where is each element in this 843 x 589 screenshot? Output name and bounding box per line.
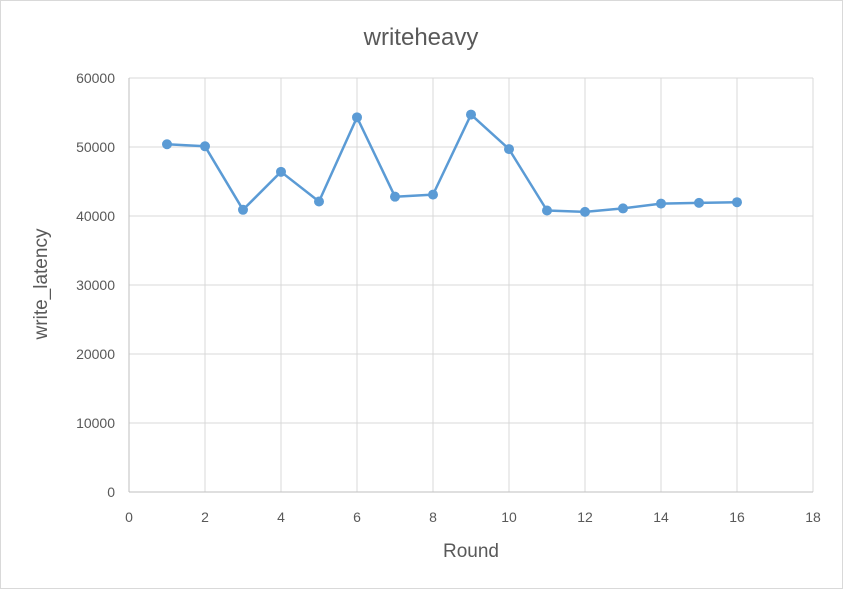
data-point [504, 144, 514, 155]
y-tick-label: 10000 [76, 415, 115, 431]
x-tick-label: 16 [729, 509, 745, 525]
y-axis-label: write_latency [31, 228, 52, 340]
x-tick-label: 14 [653, 509, 669, 525]
series-line [166, 113, 738, 214]
data-point [542, 205, 552, 216]
x-tick-label: 4 [277, 509, 285, 525]
data-point [466, 109, 476, 120]
data-point [618, 203, 628, 214]
tick-labels: 0 10000 20000 30000 40000 50000 60000 0 2 4 6 8 10 12… [76, 70, 821, 525]
x-tick-label: 8 [429, 509, 437, 525]
y-tick-label: 30000 [76, 277, 115, 293]
x-tick-label: 0 [125, 509, 133, 525]
x-axis-label: Round [443, 541, 499, 562]
y-tick-label: 60000 [76, 70, 115, 86]
chart-title: writeheavy [363, 24, 479, 51]
y-tick-label: 0 [107, 484, 115, 500]
x-tick-label: 10 [501, 509, 517, 525]
x-tick-label: 12 [577, 509, 593, 525]
data-point [580, 206, 590, 217]
data-point [276, 166, 286, 177]
data-point [200, 141, 210, 152]
gridlines [129, 77, 814, 492]
data-point [352, 112, 362, 123]
data-point [238, 204, 248, 215]
data-point [314, 196, 324, 207]
data-series [162, 109, 742, 217]
data-point [428, 189, 438, 200]
data-point [390, 191, 400, 202]
x-tick-label: 18 [805, 509, 821, 525]
data-point [656, 198, 666, 209]
data-point [694, 197, 704, 208]
y-tick-label: 20000 [76, 346, 115, 362]
axes [128, 78, 813, 493]
data-point [732, 197, 742, 208]
x-tick-label: 2 [201, 509, 209, 525]
x-tick-label: 6 [353, 509, 361, 525]
data-point [162, 139, 172, 150]
y-tick-label: 50000 [76, 139, 115, 155]
y-tick-label: 40000 [76, 208, 115, 224]
